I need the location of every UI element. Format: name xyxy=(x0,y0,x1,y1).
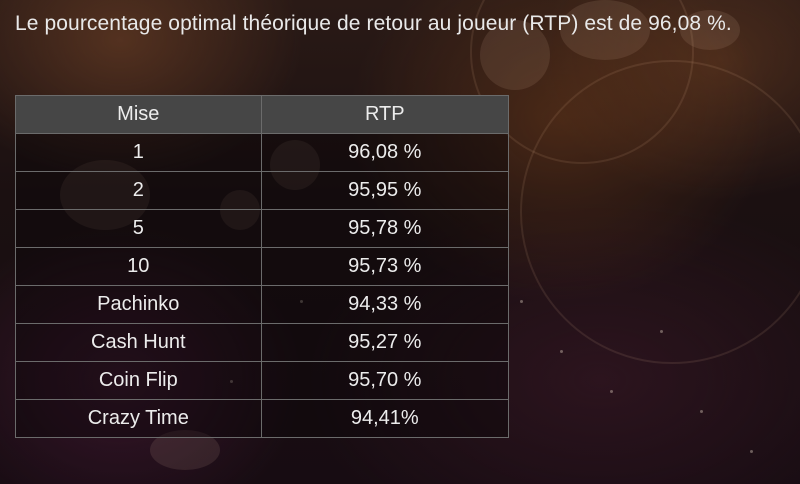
rtp-table: Mise RTP 1 96,08 % 2 95,95 % 5 95,78 % 1… xyxy=(15,95,510,438)
column-header-rtp: RTP xyxy=(260,95,510,134)
table-row: Crazy Time 94,41% xyxy=(15,399,510,438)
rtp-cell: 95,78 % xyxy=(260,209,510,248)
table-row: 5 95,78 % xyxy=(15,209,510,248)
rtp-cell: 94,33 % xyxy=(260,285,510,324)
rtp-cell: 95,27 % xyxy=(260,323,510,362)
rtp-cell: 94,41% xyxy=(260,399,510,438)
rtp-cell: 95,70 % xyxy=(260,361,510,400)
mise-cell: 5 xyxy=(15,209,262,248)
mise-cell: Crazy Time xyxy=(15,399,262,438)
rtp-cell: 95,95 % xyxy=(260,171,510,210)
background-ring xyxy=(520,60,800,364)
mise-cell: Coin Flip xyxy=(15,361,262,400)
column-header-mise: Mise xyxy=(15,95,262,134)
background-sparkle xyxy=(660,330,663,333)
table-header-row: Mise RTP xyxy=(15,95,510,134)
background-sparkle xyxy=(750,450,753,453)
mise-cell: Cash Hunt xyxy=(15,323,262,362)
background-sparkle xyxy=(560,350,563,353)
rtp-cell: 95,73 % xyxy=(260,247,510,286)
mise-cell: 1 xyxy=(15,133,262,172)
background-sparkle xyxy=(520,300,523,303)
table-row: 1 96,08 % xyxy=(15,133,510,172)
rtp-intro-text: Le pourcentage optimal théorique de reto… xyxy=(15,12,732,35)
table-row: Coin Flip 95,70 % xyxy=(15,361,510,400)
mise-cell: 2 xyxy=(15,171,262,210)
table-row: Pachinko 94,33 % xyxy=(15,285,510,324)
table-row: Cash Hunt 95,27 % xyxy=(15,323,510,362)
background-sparkle xyxy=(700,410,703,413)
mise-cell: Pachinko xyxy=(15,285,262,324)
table-row: 2 95,95 % xyxy=(15,171,510,210)
rtp-cell: 96,08 % xyxy=(260,133,510,172)
mise-cell: 10 xyxy=(15,247,262,286)
table-row: 10 95,73 % xyxy=(15,247,510,286)
background-sparkle xyxy=(610,390,613,393)
